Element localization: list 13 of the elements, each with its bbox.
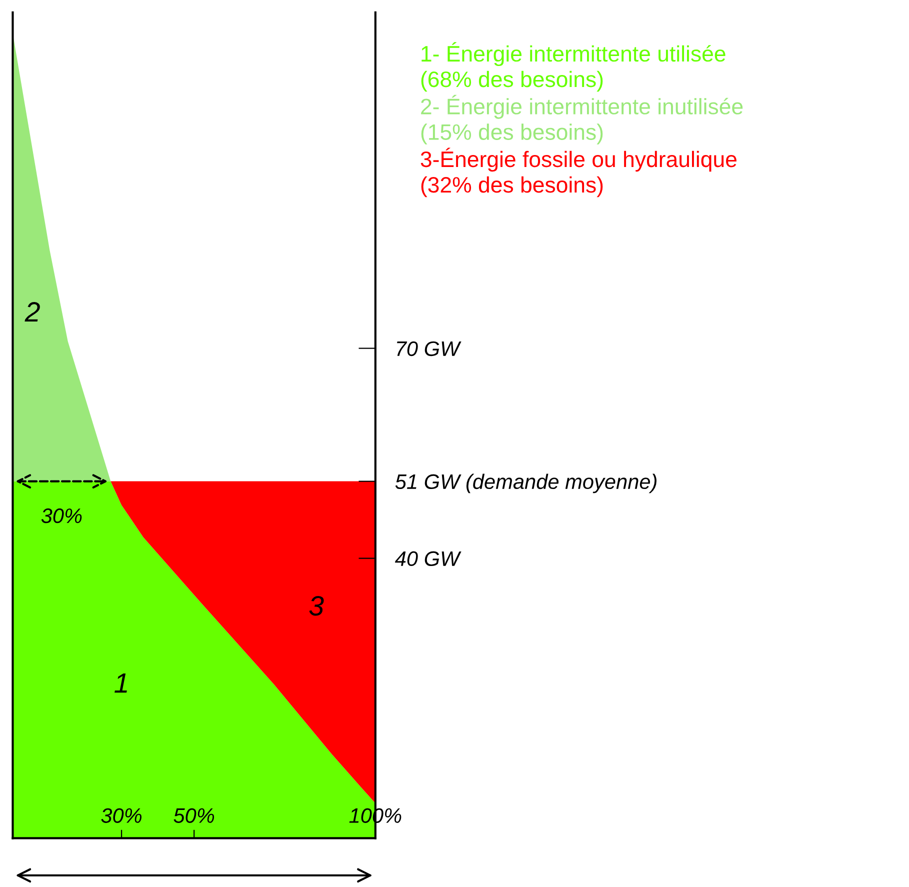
annotation: 30% [41,508,82,524]
text: 1- Énergie intermittente utilisée (68% des besoins) [421,42,726,92]
annotation: 1 [114,673,127,693]
text: 3-Énergie fossile ou hydraulique (32% des besoins) [420,148,736,198]
y-tick-label: 70 GW [397,341,462,356]
y-tick-label: 40 GW [394,551,462,566]
annotation: 2 [24,302,40,322]
text: 2- Énergie intermittente inutilisée (15% des besoins) [421,94,743,144]
x-tick-label: 30% [101,808,142,823]
x-tick-label: 100% [349,808,402,823]
annotation: 3 [309,596,324,616]
x-tick-label: 50% [174,808,214,823]
y-tick-label: 51 GW (demande moyenne) [395,474,656,494]
